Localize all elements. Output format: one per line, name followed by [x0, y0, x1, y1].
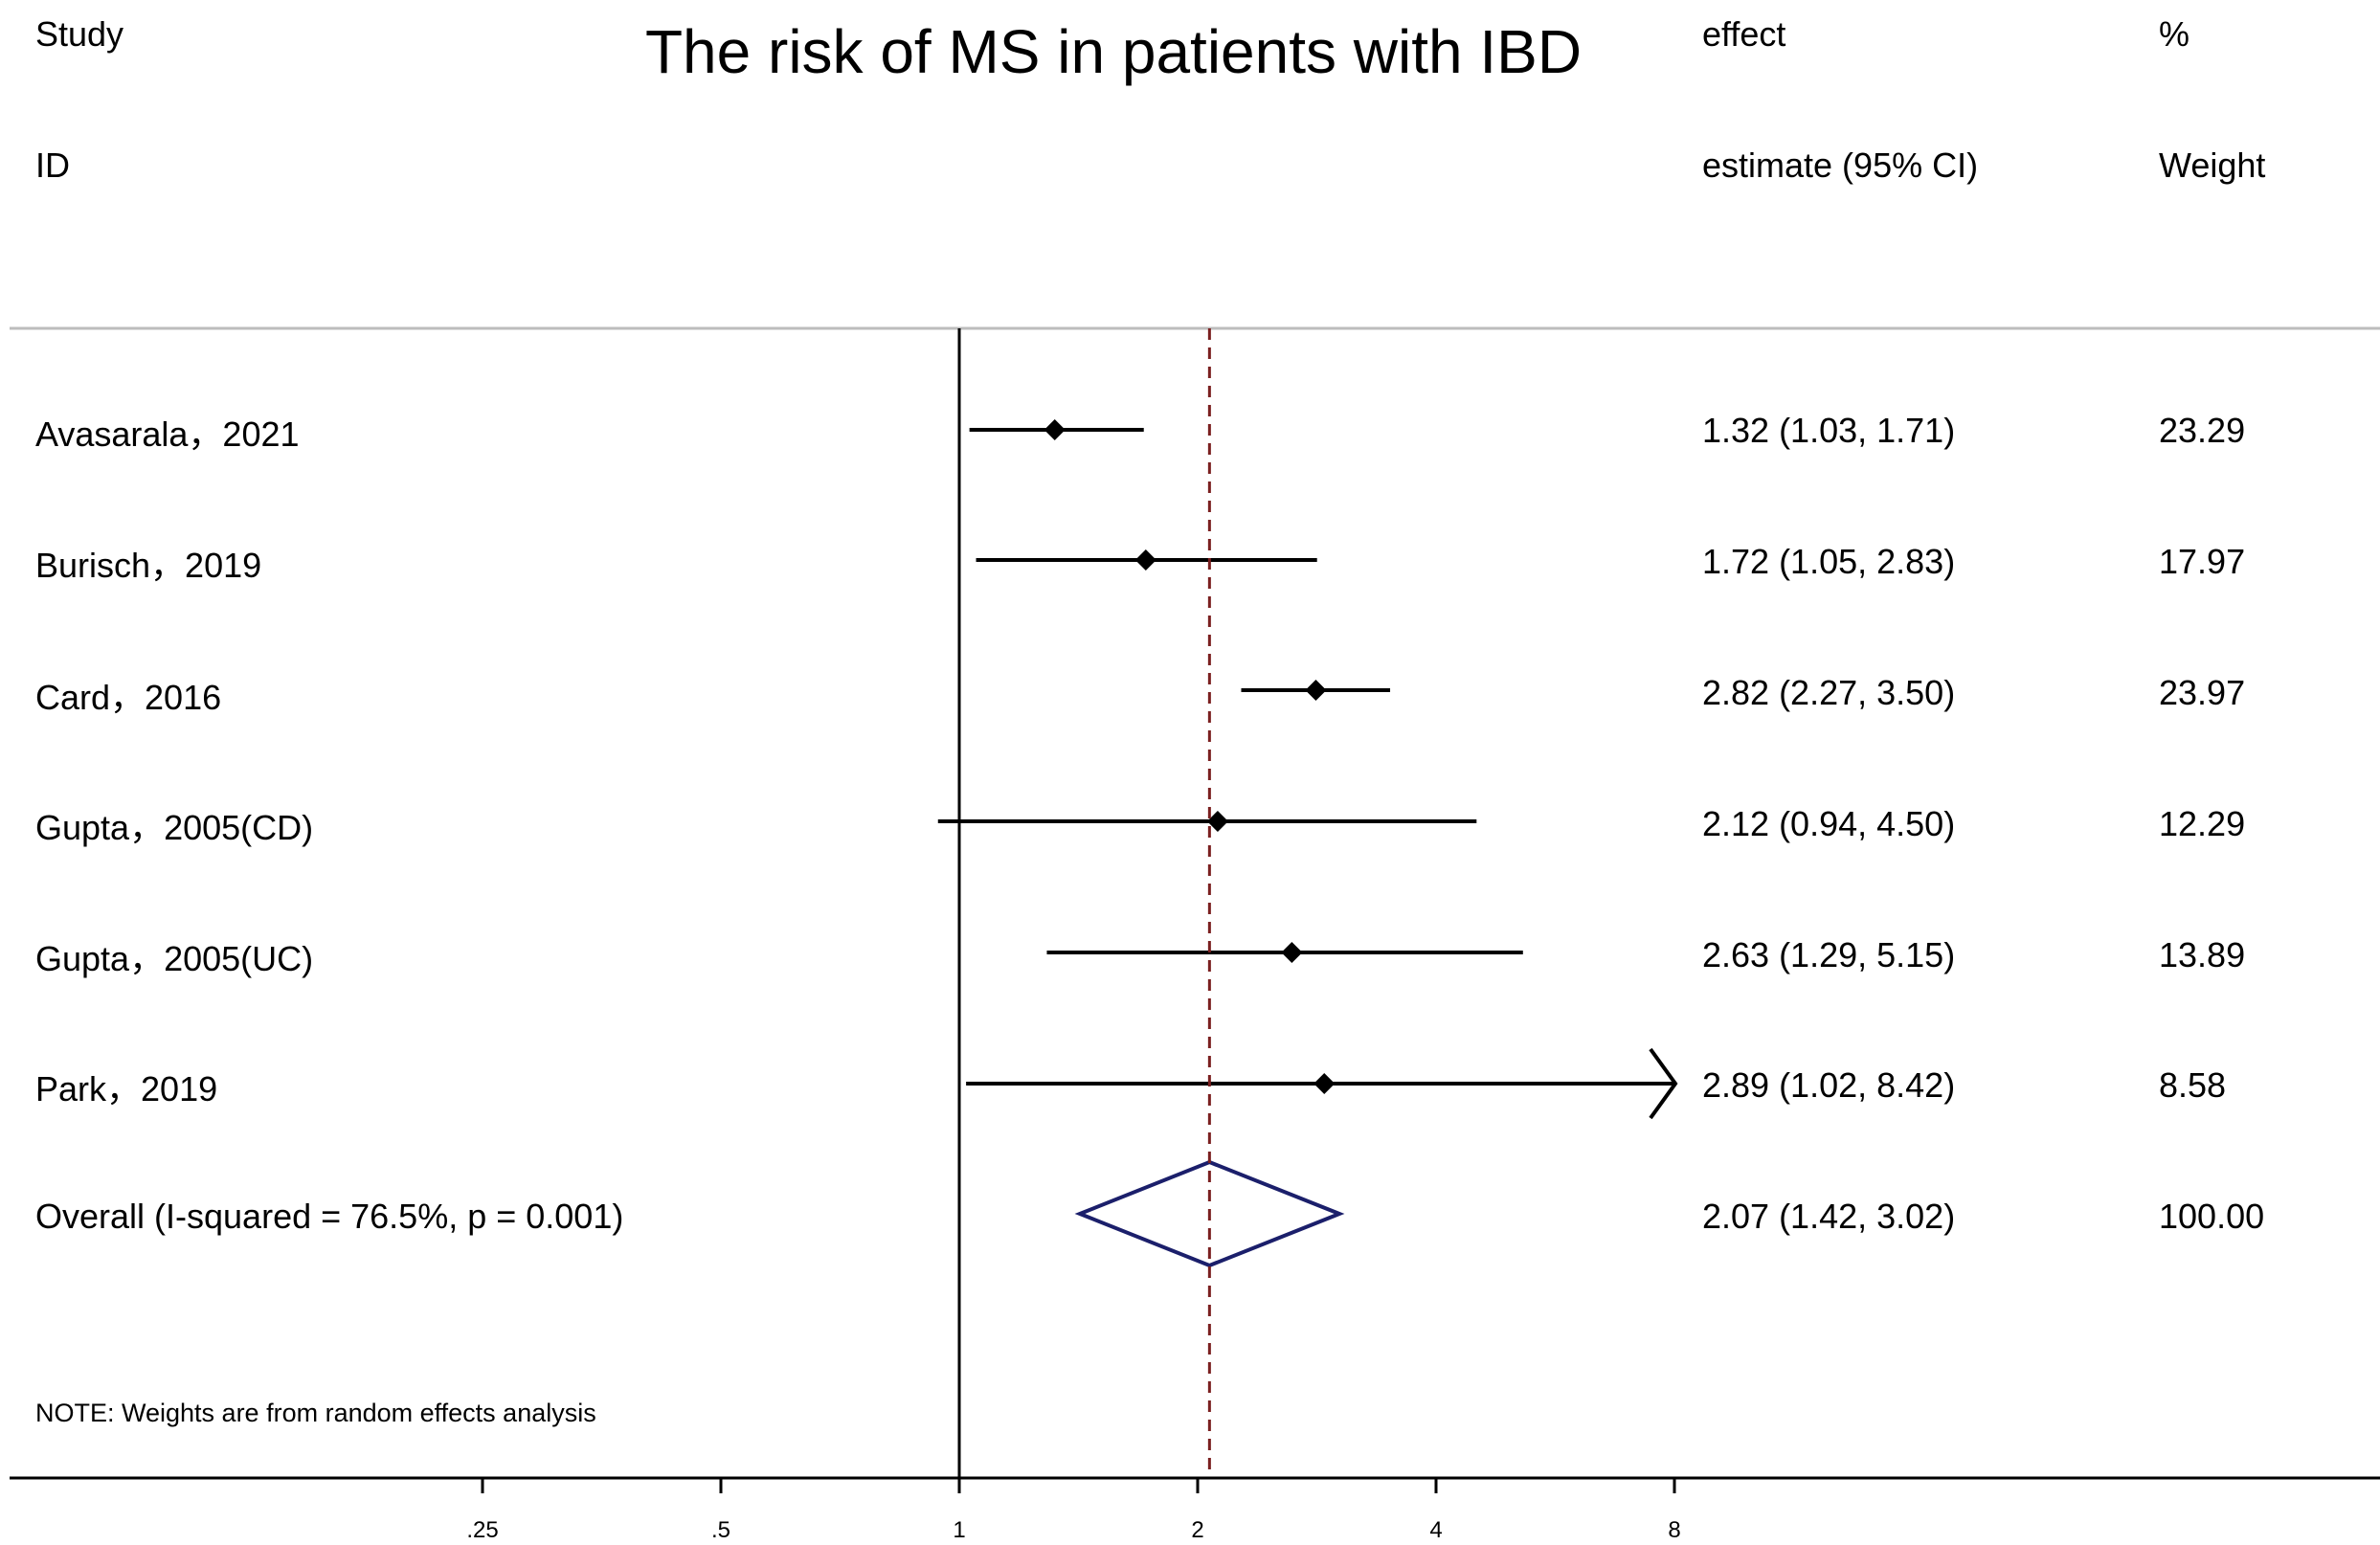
header-weight: Weight	[2159, 146, 2265, 185]
study-label: Gupta，2005(CD)	[35, 808, 313, 847]
x-tick-label: 8	[1668, 1517, 1680, 1543]
estimate-marker	[1206, 811, 1228, 832]
header-effect: effect	[1702, 14, 1785, 54]
estimate-marker	[1305, 680, 1327, 701]
chart-title: The risk of MS in patients with IBD	[645, 17, 1582, 86]
x-axis-ticks: .25 .5 1 2 4 8	[466, 1478, 1681, 1543]
estimate-marker	[1044, 419, 1066, 440]
study-row: Park，2019 2.89 (1.02, 8.42) 8.58	[35, 1047, 2226, 1120]
ci-truncation-arrow	[1649, 1047, 1678, 1120]
study-row: Gupta，2005(UC) 2.63 (1.29, 5.15) 13.89	[35, 935, 2245, 978]
estimate-marker	[1134, 549, 1156, 571]
study-row: Burisch，2019 1.72 (1.05, 2.83) 17.97	[35, 542, 2245, 585]
header-id: ID	[35, 146, 70, 185]
ci-text: 2.12 (0.94, 4.50)	[1702, 804, 1955, 843]
study-label: Burisch，2019	[35, 546, 261, 585]
x-tick-label: 1	[953, 1517, 965, 1543]
study-label: Gupta，2005(UC)	[35, 939, 313, 978]
study-row: Avasarala，2021 1.32 (1.03, 1.71) 23.29	[35, 411, 2245, 454]
overall-diamond	[1074, 1159, 1345, 1268]
ci-text: 2.63 (1.29, 5.15)	[1702, 935, 1955, 974]
overall-ci-text: 2.07 (1.42, 3.02)	[1702, 1197, 1955, 1236]
estimate-marker	[1281, 942, 1303, 963]
ci-text: 1.32 (1.03, 1.71)	[1702, 411, 1955, 450]
study-label: Avasarala，2021	[35, 414, 300, 454]
study-label: Card，2016	[35, 678, 221, 717]
header-estimate: estimate (95% CI)	[1702, 146, 1978, 185]
weight-text: 17.97	[2159, 542, 2245, 581]
weight-text: 8.58	[2159, 1065, 2226, 1105]
ci-text: 2.89 (1.02, 8.42)	[1702, 1065, 1955, 1105]
overall-row: Overall (I-squared = 76.5%, p = 0.001) 2…	[35, 1159, 2264, 1268]
ci-text: 2.82 (2.27, 3.50)	[1702, 673, 1955, 712]
study-row: Card，2016 2.82 (2.27, 3.50) 23.97	[35, 673, 2245, 717]
x-tick-label: 4	[1429, 1517, 1442, 1543]
study-label: Park，2019	[35, 1069, 217, 1108]
estimate-marker	[1313, 1073, 1336, 1094]
header-study: Study	[35, 14, 123, 54]
weight-text: 13.89	[2159, 935, 2245, 974]
x-tick-label: 2	[1191, 1517, 1203, 1543]
ci-text: 1.72 (1.05, 2.83)	[1702, 542, 1955, 581]
x-tick-label: .5	[711, 1517, 730, 1543]
study-row: Gupta，2005(CD) 2.12 (0.94, 4.50) 12.29	[35, 804, 2245, 847]
weight-text: 12.29	[2159, 804, 2245, 843]
weight-text: 23.29	[2159, 411, 2245, 450]
footnote: NOTE: Weights are from random effects an…	[35, 1399, 596, 1427]
overall-label: Overall (I-squared = 76.5%, p = 0.001)	[35, 1197, 623, 1236]
weight-text: 23.97	[2159, 673, 2245, 712]
header-percent: %	[2159, 14, 2189, 54]
overall-weight-text: 100.00	[2159, 1197, 2264, 1236]
x-tick-label: .25	[466, 1517, 498, 1543]
